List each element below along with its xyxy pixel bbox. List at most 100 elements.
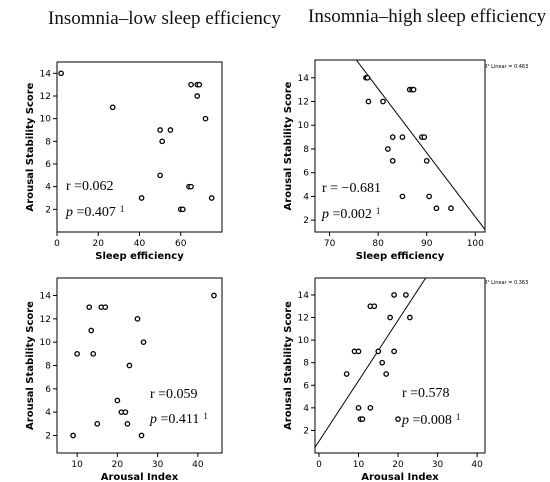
- x-tick-label: 40: [471, 460, 483, 470]
- y-tick-label: 12: [298, 314, 309, 324]
- y-axis-label: Arousal Stability Score: [283, 301, 294, 430]
- x-tick-label: 20: [112, 460, 124, 470]
- x-tick-label: 30: [432, 460, 444, 470]
- x-tick-label: 90: [421, 239, 433, 249]
- data-point: [86, 304, 93, 311]
- correlation-r: r = −0.681: [322, 181, 381, 196]
- y-tick-label: 10: [298, 121, 310, 131]
- y-tick-label: 12: [298, 98, 309, 108]
- data-point: [88, 327, 95, 334]
- y-axis-label: Arousal Stability Score: [25, 301, 36, 430]
- r-squared-label: R² Linear = 0.363: [484, 280, 528, 286]
- data-point: [157, 127, 163, 133]
- y-tick-label: 8: [303, 359, 309, 369]
- fit-line: [315, 278, 427, 448]
- data-point: [389, 134, 396, 140]
- data-point: [194, 93, 201, 99]
- plot-frame: [314, 277, 486, 454]
- fit-line: [355, 60, 485, 230]
- x-tick-label: 70: [324, 239, 336, 249]
- data-point: [379, 359, 386, 366]
- x-axis-label: Arousal Index: [101, 472, 179, 482]
- x-tick-label: 40: [192, 460, 204, 470]
- y-tick-label: 10: [298, 336, 310, 346]
- data-point: [70, 432, 76, 439]
- y-tick-label: 6: [303, 169, 309, 179]
- data-point: [159, 138, 166, 145]
- data-point: [364, 74, 371, 81]
- data-point: [359, 416, 366, 422]
- x-tick-label: 30: [152, 460, 164, 470]
- data-point: [421, 134, 428, 140]
- x-tick-label: 100: [467, 239, 484, 249]
- data-point: [395, 416, 401, 422]
- data-point: [179, 206, 186, 213]
- data-point: [389, 157, 396, 164]
- y-tick-label: 8: [303, 145, 309, 155]
- data-point: [375, 348, 382, 355]
- data-point: [109, 104, 116, 111]
- data-point: [140, 339, 147, 346]
- y-tick-label: 4: [303, 192, 309, 202]
- x-axis-label: Arousal Index: [361, 472, 439, 482]
- data-point: [94, 420, 101, 427]
- data-point: [426, 193, 432, 200]
- data-point: [448, 205, 454, 212]
- x-tick-label: 0: [316, 460, 322, 470]
- data-point: [58, 70, 64, 77]
- data-point: [188, 81, 194, 88]
- y-tick-label: 6: [45, 385, 51, 395]
- data-point: [138, 432, 145, 439]
- data-point: [167, 127, 174, 133]
- x-tick-label: 20: [93, 239, 105, 249]
- data-point: [126, 362, 133, 369]
- data-point: [433, 205, 440, 212]
- data-point: [211, 292, 217, 299]
- data-point: [202, 115, 209, 122]
- y-tick-label: 4: [45, 408, 51, 418]
- data-point: [367, 404, 374, 411]
- data-point: [122, 409, 129, 416]
- y-tick-label: 4: [303, 404, 309, 414]
- x-tick-label: 10: [353, 460, 365, 470]
- y-tick-label: 2: [45, 205, 51, 215]
- data-point: [403, 292, 409, 298]
- data-point: [410, 86, 417, 93]
- data-point: [383, 371, 390, 377]
- p-value: p =0.008 1: [401, 412, 460, 428]
- data-point: [90, 350, 97, 357]
- data-point: [399, 193, 406, 200]
- x-axis-label: Sleep efficiency: [356, 251, 445, 262]
- data-point: [355, 404, 362, 411]
- y-tick-label: 10: [40, 338, 52, 348]
- y-tick-label: 2: [45, 432, 51, 442]
- r-squared-label: R² Linear = 0.463: [484, 64, 528, 70]
- y-tick-label: 8: [45, 137, 51, 147]
- data-point: [391, 348, 397, 355]
- data-point: [157, 172, 163, 179]
- y-axis-label: Arousal Stability Score: [25, 82, 36, 211]
- data-point: [343, 371, 350, 377]
- data-point: [387, 314, 393, 321]
- data-point: [124, 420, 131, 427]
- x-tick-label: 60: [175, 239, 187, 249]
- panel-title-low: Insomnia–low sleep efficiency: [48, 8, 281, 29]
- x-tick-label: 80: [372, 239, 384, 249]
- data-point: [371, 303, 378, 310]
- y-tick-label: 14: [40, 292, 52, 302]
- y-tick-label: 8: [45, 362, 51, 372]
- x-tick-label: 20: [392, 460, 404, 470]
- data-point: [380, 98, 386, 105]
- y-tick-label: 12: [40, 315, 51, 325]
- y-tick-label: 12: [40, 92, 51, 102]
- p-value: p =0.411 1: [149, 411, 208, 427]
- data-point: [114, 397, 121, 404]
- y-tick-label: 14: [298, 291, 310, 301]
- scatter-panel-2: 2 4 6 8 10 12 14 70 80 90 100 Sleep efficiency Arous…: [283, 59, 528, 262]
- scatter-panel-3: 2 4 6 8 10 12 14 10 20 30 40 Arousal Index Arousal S…: [25, 277, 223, 482]
- data-point: [196, 81, 203, 88]
- y-tick-label: 14: [298, 74, 310, 84]
- data-point: [385, 146, 391, 152]
- panel-title-high: Insomnia–high sleep efficiency: [308, 6, 547, 27]
